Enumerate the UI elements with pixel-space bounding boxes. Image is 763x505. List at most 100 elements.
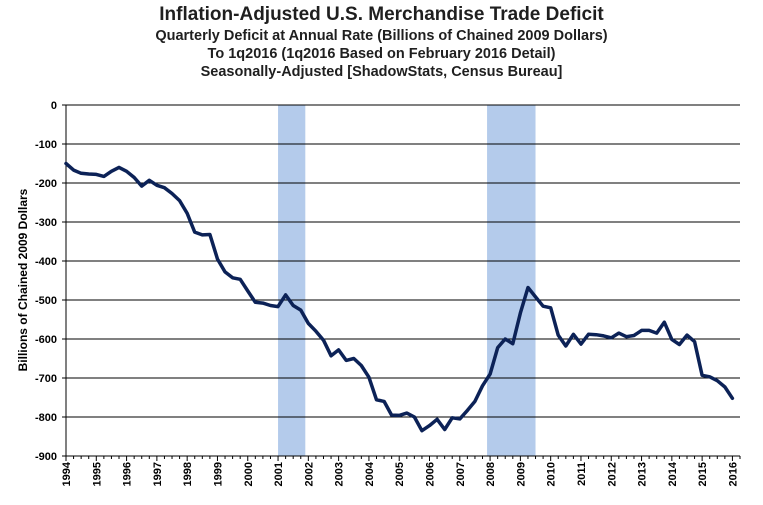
x-tick-label: 2014 (667, 461, 679, 486)
data-point (557, 333, 560, 337)
data-point (102, 175, 106, 178)
x-tick-label: 2013 (637, 462, 649, 486)
x-tick-label: 2002 (303, 462, 315, 486)
data-point (451, 416, 454, 419)
data-point (723, 385, 727, 389)
data-point (663, 321, 666, 324)
x-tick-label: 2006 (425, 462, 437, 486)
x-tick-label: 2000 (243, 462, 255, 486)
x-tick-label: 1994 (61, 461, 73, 486)
data-point (496, 346, 499, 349)
data-point (534, 295, 537, 299)
x-tick-label: 1999 (212, 462, 224, 486)
x-tick-label: 2009 (515, 462, 527, 486)
x-tick-label: 1997 (152, 462, 164, 486)
chart-subtitle-line-1: Quarterly Deficit at Annual Rate (Billio… (155, 28, 608, 44)
recession-shade-1 (278, 105, 306, 456)
y-tick-label: -300 (35, 217, 57, 229)
data-point (458, 417, 461, 421)
data-point (382, 400, 386, 403)
data-point (208, 233, 212, 236)
y-tick-label: -600 (35, 334, 57, 346)
data-point (549, 306, 552, 309)
data-point (700, 374, 704, 377)
data-point (526, 286, 530, 289)
data-point (299, 308, 302, 312)
data-point (670, 338, 674, 341)
data-point (140, 184, 143, 188)
data-point (375, 398, 378, 402)
x-tick-label: 2004 (364, 461, 376, 486)
data-point (72, 168, 75, 172)
data-point (413, 415, 416, 419)
data-point (64, 162, 68, 165)
series-line (64, 161, 735, 433)
data-point (254, 301, 257, 304)
data-point (420, 429, 424, 432)
x-tick-label: 2011 (576, 462, 588, 486)
data-point (632, 334, 636, 337)
data-point (79, 172, 83, 175)
data-point (360, 364, 363, 367)
data-point (216, 257, 219, 261)
data-point (647, 329, 651, 332)
x-tick-label: 2015 (697, 462, 709, 486)
data-point (246, 289, 249, 293)
chart-title: Inflation-Adjusted U.S. Merchandise Trad… (159, 4, 604, 25)
y-tick-label: -400 (35, 256, 57, 268)
chart-subtitle-line-2: To 1q2016 (1q2016 Based on February 2016… (207, 46, 556, 62)
data-point (163, 186, 166, 189)
data-point (390, 413, 393, 417)
data-point (405, 411, 408, 415)
data-point (640, 329, 643, 332)
data-point (443, 428, 446, 431)
data-point (291, 304, 295, 307)
data-point (125, 170, 128, 173)
data-point (481, 384, 484, 387)
data-point (587, 333, 590, 336)
x-tick-label: 1996 (122, 462, 134, 486)
data-point (261, 301, 265, 305)
data-point (345, 359, 348, 362)
data-point (716, 379, 719, 382)
data-point (110, 170, 113, 173)
data-point (337, 348, 340, 352)
x-tick-label: 1998 (182, 462, 194, 486)
x-tick-label: 2012 (606, 462, 618, 486)
data-point (473, 400, 477, 403)
y-tick-label: -700 (35, 373, 57, 385)
data-point (610, 336, 613, 340)
x-tick-label: 2001 (273, 462, 285, 486)
data-point (284, 293, 287, 297)
data-point (428, 424, 431, 427)
data-point (617, 331, 621, 335)
y-axis-label: Billions of Chained 2009 Dollars (16, 188, 30, 371)
data-point (367, 376, 371, 379)
data-point (193, 230, 196, 234)
data-point (572, 333, 575, 336)
data-point (655, 331, 658, 335)
x-tick-label: 1995 (91, 462, 103, 486)
data-point (678, 343, 681, 346)
data-point (170, 192, 174, 195)
x-tick-label: 2007 (455, 462, 467, 486)
data-point (238, 278, 242, 281)
data-point (314, 330, 318, 333)
data-point (504, 337, 507, 341)
data-point (269, 304, 272, 307)
data-point (685, 333, 689, 337)
data-point (511, 342, 515, 345)
data-point (132, 176, 136, 179)
data-point (602, 334, 605, 338)
data-point (519, 311, 522, 315)
data-point (352, 357, 355, 360)
data-point (231, 276, 234, 279)
data-point (488, 372, 492, 376)
data-point (117, 166, 121, 169)
y-tick-label: -100 (35, 139, 57, 151)
recession-shade-2 (487, 105, 536, 456)
data-point (466, 409, 469, 412)
data-point (276, 305, 280, 308)
y-tick-label: 0 (51, 100, 57, 112)
